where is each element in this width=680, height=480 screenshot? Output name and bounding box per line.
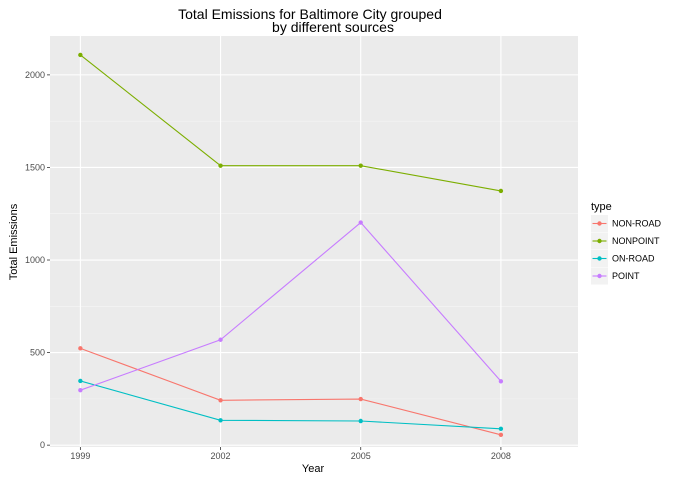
x-tick-label: 1999 bbox=[70, 451, 90, 461]
data-point-non-road bbox=[78, 346, 83, 351]
x-axis: 1999 2002 2005 2008 bbox=[70, 447, 511, 461]
series-line-point bbox=[80, 221, 502, 391]
data-point-nonpoint bbox=[78, 52, 83, 58]
y-tick-label: 1500 bbox=[25, 162, 45, 172]
y-tick-label: 1000 bbox=[25, 255, 45, 265]
plot-panel bbox=[50, 36, 578, 447]
data-point-point bbox=[218, 337, 223, 342]
legend-key-point bbox=[597, 273, 602, 279]
data-point-nonpoint bbox=[498, 188, 504, 194]
data-point-on-road bbox=[358, 418, 363, 424]
data-point-point bbox=[78, 388, 83, 393]
x-tick-label: 2005 bbox=[351, 451, 371, 461]
chart-title: Total Emissions for Baltimore City group… bbox=[178, 6, 442, 35]
legend-item-on-road: ON-ROAD bbox=[591, 250, 655, 267]
legend-title: type bbox=[591, 201, 612, 213]
series-point bbox=[78, 220, 504, 393]
legend-label-non-road: NON-ROAD bbox=[612, 219, 661, 229]
y-axis: 0 500 1000 1500 2000 bbox=[25, 70, 50, 450]
y-tick-label: 500 bbox=[30, 348, 45, 358]
legend-item-nonpoint: NONPOINT bbox=[591, 232, 660, 250]
data-point-on-road bbox=[218, 418, 223, 423]
legend-item-point: POINT bbox=[591, 267, 640, 285]
series-nonpoint bbox=[78, 52, 504, 194]
y-axis-title: Total Emissions bbox=[8, 203, 20, 280]
series-on-road bbox=[78, 378, 504, 432]
chart-title-line-2: by different sources bbox=[272, 19, 394, 35]
y-tick-label: 2000 bbox=[25, 70, 45, 80]
legend-label-point: POINT bbox=[612, 271, 640, 281]
data-point-nonpoint bbox=[218, 163, 223, 168]
chart-title-line-1: Total Emissions for Baltimore City group… bbox=[178, 6, 442, 22]
data-point-point bbox=[498, 379, 504, 384]
data-point-non-road bbox=[218, 398, 223, 403]
series-line-nonpoint bbox=[80, 54, 502, 192]
data-point-non-road bbox=[498, 432, 504, 438]
data-point-on-road bbox=[78, 378, 83, 384]
series-line-on-road bbox=[80, 380, 501, 430]
series-group bbox=[78, 52, 504, 438]
data-point-nonpoint bbox=[358, 163, 363, 168]
x-tick-label: 2008 bbox=[491, 451, 511, 461]
legend-key-point bbox=[597, 238, 602, 244]
y-tick-label: 0 bbox=[40, 440, 45, 450]
data-point-non-road bbox=[358, 396, 363, 402]
data-point-on-road bbox=[498, 426, 504, 432]
legend-key-point bbox=[597, 256, 602, 261]
data-point-point bbox=[358, 220, 363, 225]
x-axis-title: Year bbox=[302, 463, 325, 475]
grid-lines bbox=[50, 36, 578, 447]
legend-item-non-road: NON-ROAD bbox=[591, 215, 661, 232]
series-non-road bbox=[78, 346, 504, 438]
legend-key-point bbox=[597, 221, 602, 226]
x-tick-label: 2002 bbox=[211, 451, 231, 461]
legend: type NON-ROAD NONPOINT ON-ROAD POINT bbox=[591, 201, 661, 285]
legend-label-nonpoint: NONPOINT bbox=[612, 236, 660, 246]
series-line-non-road bbox=[80, 347, 502, 436]
legend-label-on-road: ON-ROAD bbox=[612, 254, 655, 264]
